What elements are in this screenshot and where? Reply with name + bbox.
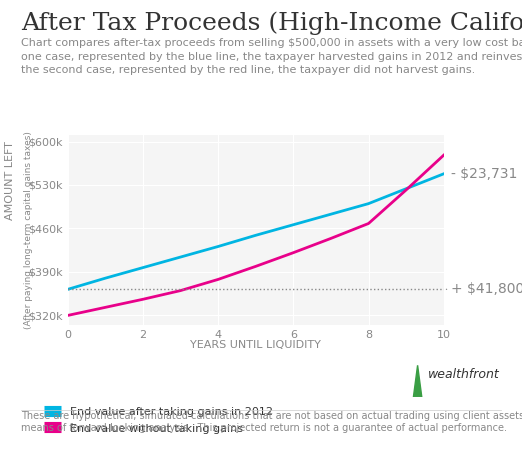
Text: AMOUNT LEFT: AMOUNT LEFT [5, 141, 16, 220]
Text: (After paying long-term capital gains taxes): (After paying long-term capital gains ta… [24, 131, 33, 329]
Legend: End value after taking gains in 2012, End value without taking gains: End value after taking gains in 2012, En… [40, 402, 277, 438]
Polygon shape [413, 365, 422, 397]
Text: After Tax Proceeds (High-Income California Taxpayer): After Tax Proceeds (High-Income Californ… [21, 11, 522, 35]
Text: - $23,731: - $23,731 [451, 167, 518, 181]
Text: wealthfront: wealthfront [428, 368, 500, 381]
Text: Chart compares after-tax proceeds from selling $500,000 in assets with a very lo: Chart compares after-tax proceeds from s… [21, 38, 522, 75]
Text: + $41,800: + $41,800 [451, 282, 522, 296]
Text: YEARS UNTIL LIQUIDITY: YEARS UNTIL LIQUIDITY [191, 340, 321, 350]
Text: These are hypothetical, simulated calculations that are not based on actual trad: These are hypothetical, simulated calcul… [21, 410, 522, 433]
